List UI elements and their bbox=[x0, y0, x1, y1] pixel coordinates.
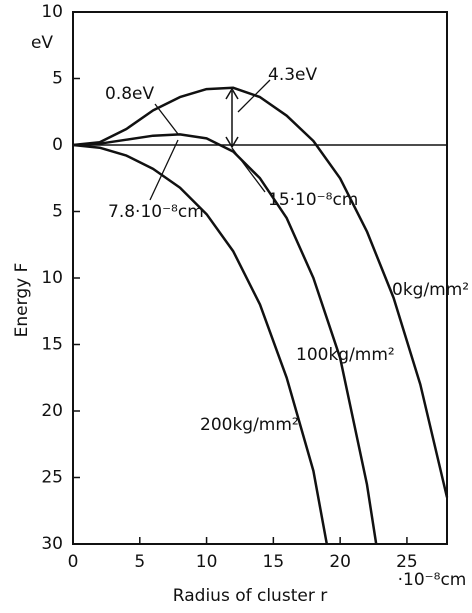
series-label: 0kg/mm² bbox=[392, 280, 469, 300]
series-label: 100kg/mm² bbox=[296, 345, 395, 365]
annotation: 7.8·10⁻⁸cm bbox=[108, 202, 204, 222]
leader-line bbox=[149, 139, 179, 201]
x-tick-label: 25 bbox=[396, 552, 418, 572]
y-tick-label: 0 bbox=[52, 135, 63, 155]
x-tick-label: 0 bbox=[68, 552, 79, 572]
y-tick-label: 5 bbox=[52, 69, 63, 89]
annotation: 4.3eV bbox=[268, 65, 317, 85]
x-tick-label: 5 bbox=[134, 552, 145, 572]
x-tick-label: 15 bbox=[263, 552, 285, 572]
y-tick-label: 30 bbox=[41, 534, 63, 554]
y-tick-label: 10 bbox=[41, 268, 63, 288]
series-line bbox=[72, 133, 378, 545]
series-line bbox=[72, 86, 449, 498]
y-tick-label: 20 bbox=[41, 401, 63, 421]
leader-line bbox=[231, 147, 266, 193]
y-tick-label: 25 bbox=[41, 468, 63, 488]
annotation: 15·10⁻⁸cm bbox=[268, 190, 358, 210]
x-tick-label: 10 bbox=[196, 552, 218, 572]
y-tick-label: 15 bbox=[41, 335, 63, 355]
x-tick-label: 20 bbox=[329, 552, 351, 572]
series-line bbox=[72, 143, 329, 545]
y-axis-label: Energy F bbox=[12, 263, 32, 338]
leader-line bbox=[154, 103, 179, 135]
annotation: 0.8eV bbox=[105, 84, 154, 104]
x-unit: ·10⁻⁸cm bbox=[398, 570, 467, 590]
y-tick-label: 10 bbox=[41, 2, 63, 22]
y-tick-label: 5 bbox=[52, 202, 63, 222]
y-unit: eV bbox=[31, 33, 53, 53]
x-axis-label: Radius of cluster r bbox=[173, 586, 327, 606]
leader-line bbox=[237, 79, 271, 113]
series-label: 200kg/mm² bbox=[200, 415, 299, 435]
